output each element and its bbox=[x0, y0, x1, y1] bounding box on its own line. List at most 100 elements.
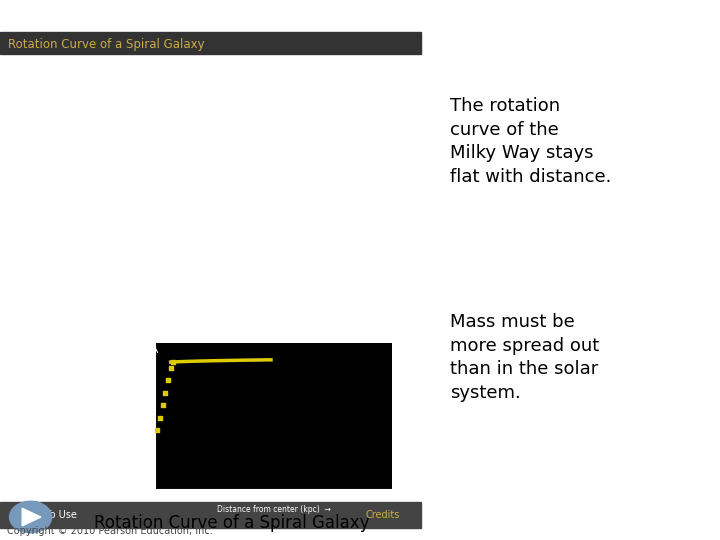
Point bbox=[111, 231, 122, 239]
Point bbox=[112, 226, 124, 235]
Point bbox=[114, 225, 126, 233]
Point bbox=[102, 206, 114, 214]
Point bbox=[117, 233, 128, 242]
Point bbox=[110, 215, 122, 224]
Point bbox=[119, 228, 130, 237]
Circle shape bbox=[9, 501, 52, 533]
Point bbox=[63, 303, 75, 312]
Point bbox=[90, 244, 102, 252]
Point bbox=[180, 365, 192, 374]
Point bbox=[166, 106, 177, 114]
Point bbox=[112, 224, 123, 232]
Point bbox=[104, 200, 115, 209]
Point bbox=[50, 401, 61, 409]
Point bbox=[97, 134, 109, 143]
Point bbox=[116, 238, 127, 247]
Point bbox=[108, 258, 120, 267]
Point bbox=[116, 231, 127, 240]
Point bbox=[22, 382, 34, 390]
Point bbox=[203, 156, 215, 165]
Point bbox=[89, 163, 101, 172]
Point bbox=[115, 232, 127, 241]
Point bbox=[206, 235, 217, 244]
Point bbox=[131, 299, 143, 308]
Point bbox=[268, 238, 279, 246]
Point bbox=[92, 326, 104, 334]
Point bbox=[215, 333, 226, 342]
Point bbox=[127, 362, 139, 370]
Point bbox=[46, 154, 58, 163]
Point bbox=[97, 240, 109, 249]
Point bbox=[112, 245, 123, 253]
Point bbox=[124, 275, 135, 284]
Point bbox=[80, 275, 91, 284]
Point bbox=[137, 203, 148, 212]
Point bbox=[124, 207, 135, 216]
Point bbox=[75, 154, 86, 163]
Point bbox=[202, 199, 213, 208]
Point bbox=[146, 322, 158, 330]
Point bbox=[107, 277, 118, 286]
Point bbox=[160, 287, 171, 295]
Point bbox=[136, 208, 148, 217]
Point bbox=[126, 213, 138, 222]
Point bbox=[164, 275, 176, 284]
Point bbox=[183, 181, 194, 190]
Point bbox=[145, 258, 156, 266]
Point bbox=[132, 238, 143, 247]
Point bbox=[112, 245, 123, 254]
Point bbox=[160, 389, 171, 397]
Point bbox=[163, 301, 175, 309]
Point bbox=[98, 255, 109, 264]
Point bbox=[120, 231, 131, 239]
Point bbox=[158, 188, 169, 197]
Point bbox=[127, 249, 138, 258]
Point bbox=[67, 248, 78, 256]
Point bbox=[175, 213, 186, 221]
Point bbox=[114, 232, 126, 241]
Point bbox=[114, 225, 125, 234]
Point bbox=[77, 246, 89, 254]
Point bbox=[112, 230, 124, 239]
Point bbox=[148, 275, 160, 284]
Point bbox=[86, 210, 98, 219]
Point bbox=[94, 227, 105, 236]
Point bbox=[107, 220, 118, 228]
Point bbox=[139, 224, 150, 233]
Point bbox=[107, 236, 118, 245]
Point bbox=[120, 295, 131, 303]
Point bbox=[155, 147, 166, 156]
Point bbox=[117, 222, 128, 231]
Point bbox=[107, 261, 119, 270]
Point bbox=[155, 192, 166, 201]
Point bbox=[43, 239, 55, 247]
Ellipse shape bbox=[68, 166, 167, 294]
Point bbox=[3, 228, 14, 237]
Point bbox=[199, 66, 210, 75]
Point bbox=[83, 256, 94, 265]
Point bbox=[101, 177, 112, 185]
Point bbox=[114, 217, 125, 226]
Point bbox=[89, 257, 101, 266]
Point bbox=[150, 113, 162, 122]
Point bbox=[188, 296, 199, 305]
Point bbox=[110, 230, 122, 239]
Point bbox=[112, 192, 124, 201]
Point bbox=[200, 204, 212, 212]
Point bbox=[117, 228, 129, 237]
Bar bbox=[0, 502, 421, 528]
Point bbox=[113, 228, 125, 237]
Point bbox=[55, 270, 67, 279]
Point bbox=[107, 224, 118, 233]
Point bbox=[112, 226, 123, 234]
Point bbox=[63, 107, 74, 116]
Point bbox=[92, 411, 104, 420]
Point bbox=[21, 261, 32, 269]
Point bbox=[135, 191, 147, 199]
Point bbox=[125, 215, 136, 224]
Point bbox=[110, 235, 122, 244]
Point bbox=[137, 222, 148, 231]
Point bbox=[155, 238, 166, 246]
Point bbox=[168, 195, 180, 204]
Point bbox=[154, 414, 166, 422]
